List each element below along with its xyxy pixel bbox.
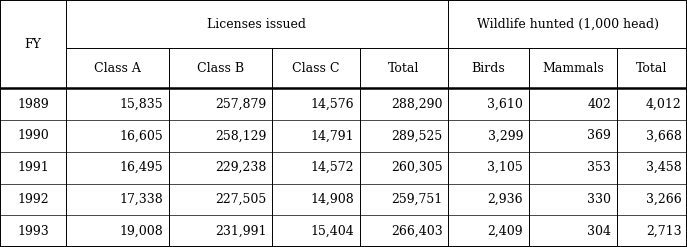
Text: 2,713: 2,713 <box>646 225 682 238</box>
Text: 15,404: 15,404 <box>311 225 354 238</box>
Text: 260,305: 260,305 <box>391 161 442 174</box>
Text: 1992: 1992 <box>17 193 49 206</box>
Text: 231,991: 231,991 <box>215 225 267 238</box>
Text: FY: FY <box>25 38 41 51</box>
Text: 19,008: 19,008 <box>120 225 164 238</box>
Text: Wildlife hunted (1,000 head): Wildlife hunted (1,000 head) <box>477 18 659 31</box>
Text: 17,338: 17,338 <box>120 193 164 206</box>
Text: 16,495: 16,495 <box>120 161 164 174</box>
Text: 3,299: 3,299 <box>488 129 523 143</box>
Text: Licenses issued: Licenses issued <box>207 18 306 31</box>
Text: 3,105: 3,105 <box>488 161 523 174</box>
Text: Class B: Class B <box>196 62 244 75</box>
Text: 229,238: 229,238 <box>215 161 267 174</box>
Text: 2,409: 2,409 <box>488 225 523 238</box>
Text: 4,012: 4,012 <box>646 98 682 111</box>
Text: 259,751: 259,751 <box>392 193 442 206</box>
Text: 1990: 1990 <box>17 129 49 143</box>
Text: 257,879: 257,879 <box>215 98 267 111</box>
Text: Class A: Class A <box>94 62 141 75</box>
Text: 3,266: 3,266 <box>646 193 682 206</box>
Text: 3,668: 3,668 <box>646 129 682 143</box>
Text: 1991: 1991 <box>17 161 49 174</box>
Text: 402: 402 <box>587 98 611 111</box>
Text: 304: 304 <box>587 225 611 238</box>
Text: 288,290: 288,290 <box>391 98 442 111</box>
Text: 15,835: 15,835 <box>120 98 164 111</box>
Text: 1993: 1993 <box>17 225 49 238</box>
Text: 266,403: 266,403 <box>391 225 442 238</box>
Text: Total: Total <box>388 62 420 75</box>
Text: Birds: Birds <box>471 62 505 75</box>
Text: 14,572: 14,572 <box>311 161 354 174</box>
Text: 1989: 1989 <box>17 98 49 111</box>
Text: 369: 369 <box>587 129 611 143</box>
Text: 330: 330 <box>587 193 611 206</box>
Text: 2,936: 2,936 <box>488 193 523 206</box>
Text: 14,576: 14,576 <box>311 98 354 111</box>
Text: 3,610: 3,610 <box>487 98 523 111</box>
Text: 227,505: 227,505 <box>215 193 267 206</box>
Text: 14,791: 14,791 <box>311 129 354 143</box>
Text: 289,525: 289,525 <box>392 129 442 143</box>
Text: 16,605: 16,605 <box>120 129 164 143</box>
Text: 3,458: 3,458 <box>646 161 682 174</box>
Text: 258,129: 258,129 <box>215 129 267 143</box>
Text: Mammals: Mammals <box>542 62 604 75</box>
Text: Total: Total <box>636 62 668 75</box>
Text: Class C: Class C <box>292 62 339 75</box>
Text: 14,908: 14,908 <box>311 193 354 206</box>
Text: 353: 353 <box>587 161 611 174</box>
